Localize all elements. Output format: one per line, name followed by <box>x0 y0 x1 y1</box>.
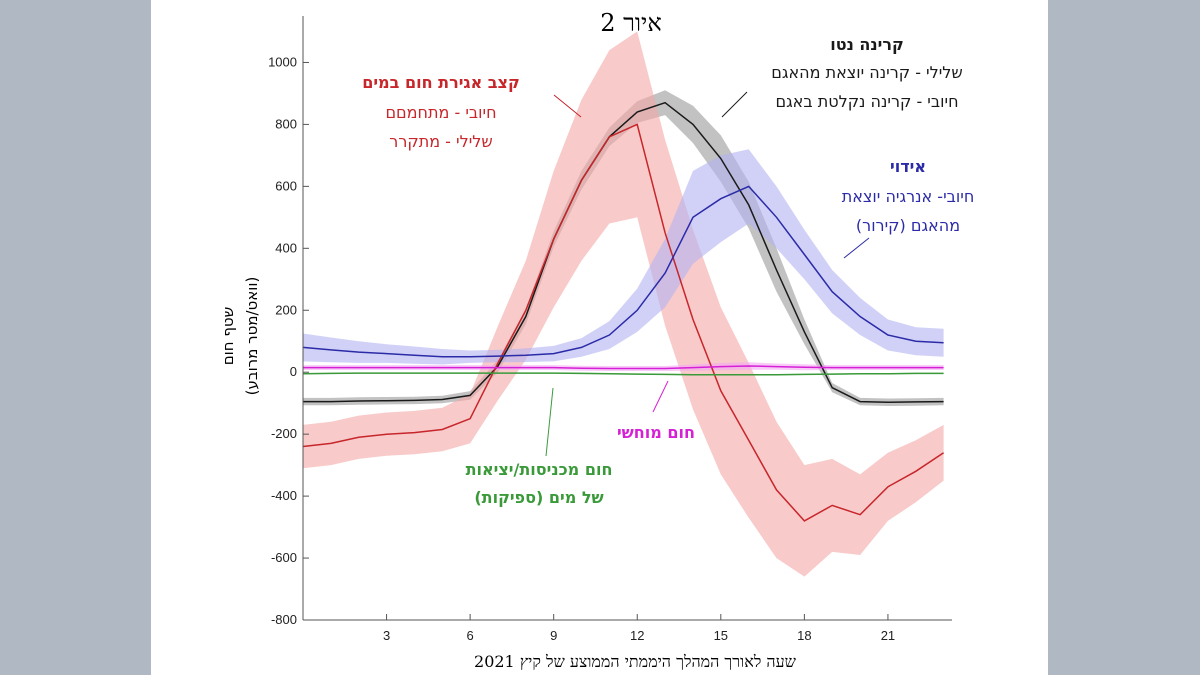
annotation-net-line2: חיובי - קרינה נקלטת באגם <box>775 92 958 111</box>
x-ticks: 3 6 9 12 15 18 21 <box>383 614 895 643</box>
y-axis-label: שטף חום (וואט/מטר מרובע) <box>219 277 261 396</box>
y-ticks: 1000 800 600 400 200 0 -200 -400 -600 -800 <box>268 54 309 627</box>
x-tick-label: 21 <box>881 628 895 643</box>
annotation-evap-title: אידוי <box>890 157 926 176</box>
y-tick-label: 200 <box>275 302 297 317</box>
x-tick-label: 12 <box>630 628 644 643</box>
slide: איור 2 1000 800 600 400 200 0 -200 -400 -600 -800… <box>151 0 1048 675</box>
x-tick-label: 6 <box>467 628 474 643</box>
line-series-1 <box>302 123 945 522</box>
line-series-3 <box>303 365 944 370</box>
line-series-0 <box>303 101 944 404</box>
series-lines <box>302 101 945 522</box>
y-axis-label-line2: (וואט/מטר מרובע) <box>243 277 261 396</box>
annotation-storage-title: קצב אגירת חום במים <box>362 73 520 92</box>
line-series-2 <box>302 185 944 358</box>
x-tick-label: 3 <box>383 628 390 643</box>
y-tick-label: -400 <box>271 488 297 503</box>
band-series-2 <box>303 149 944 365</box>
annotation-evap: אידוי חיובי- אנרגיה יוצאת מהאגם (קירור) <box>842 157 975 235</box>
y-tick-label: 400 <box>275 240 297 255</box>
y-tick-label: -600 <box>271 550 297 565</box>
annotation-storage: קצב אגירת חום במים חיובי - מתחמםם שלילי … <box>362 73 520 151</box>
chart: איור 2 1000 800 600 400 200 0 -200 -400 -600 -800… <box>219 9 975 671</box>
x-axis-label: שעה לאורך המהלך היממתי הממוצע של קיץ 202… <box>474 652 797 671</box>
annotation-storage-line1: חיובי - מתחמםם <box>385 103 496 122</box>
y-tick-label: 800 <box>275 116 297 131</box>
annotation-sensible-title: חום מוחשי <box>617 423 695 442</box>
annotation-evap-pointer <box>843 237 870 259</box>
chart-title: איור 2 <box>600 9 662 37</box>
annotation-inflow-pointer <box>545 387 554 457</box>
line-series-4 <box>302 372 944 376</box>
annotation-net: קרינה נטו שלילי - קרינה יוצאת מהאגם חיוב… <box>771 35 962 111</box>
band-series-1 <box>303 31 944 577</box>
annotation-net-line1: שלילי - קרינה יוצאת מהאגם <box>771 63 962 82</box>
annotation-net-title: קרינה נטו <box>830 35 904 54</box>
y-tick-label: 0 <box>290 364 297 379</box>
x-tick-label: 9 <box>550 628 557 643</box>
y-tick-label: 600 <box>275 178 297 193</box>
annotation-inflow-line2: של מים (ספיקות) <box>474 488 603 507</box>
x-tick-label: 18 <box>797 628 811 643</box>
axes <box>302 16 952 621</box>
annotation-inflow-line1: חום מכניסות/יציאות <box>466 460 613 479</box>
y-tick-label: -200 <box>271 426 297 441</box>
annotation-storage-line2: שלילי - מתקרר <box>389 132 492 151</box>
annotation-evap-line2: מהאגם (קירור) <box>856 216 960 235</box>
annotation-net-pointer <box>721 91 748 118</box>
y-tick-label: 1000 <box>268 54 297 69</box>
x-tick-label: 15 <box>714 628 728 643</box>
y-tick-label: -800 <box>271 612 297 627</box>
annotation-sensible-pointer <box>652 380 669 413</box>
annotation-storage-pointer <box>553 94 582 118</box>
annotation-inflow: חום מכניסות/יציאות של מים (ספיקות) <box>466 460 613 507</box>
annotation-evap-line1: חיובי- אנרגיה יוצאת <box>842 187 975 206</box>
y-axis-label-line1: שטף חום <box>219 307 237 366</box>
band-series-3 <box>303 362 944 371</box>
